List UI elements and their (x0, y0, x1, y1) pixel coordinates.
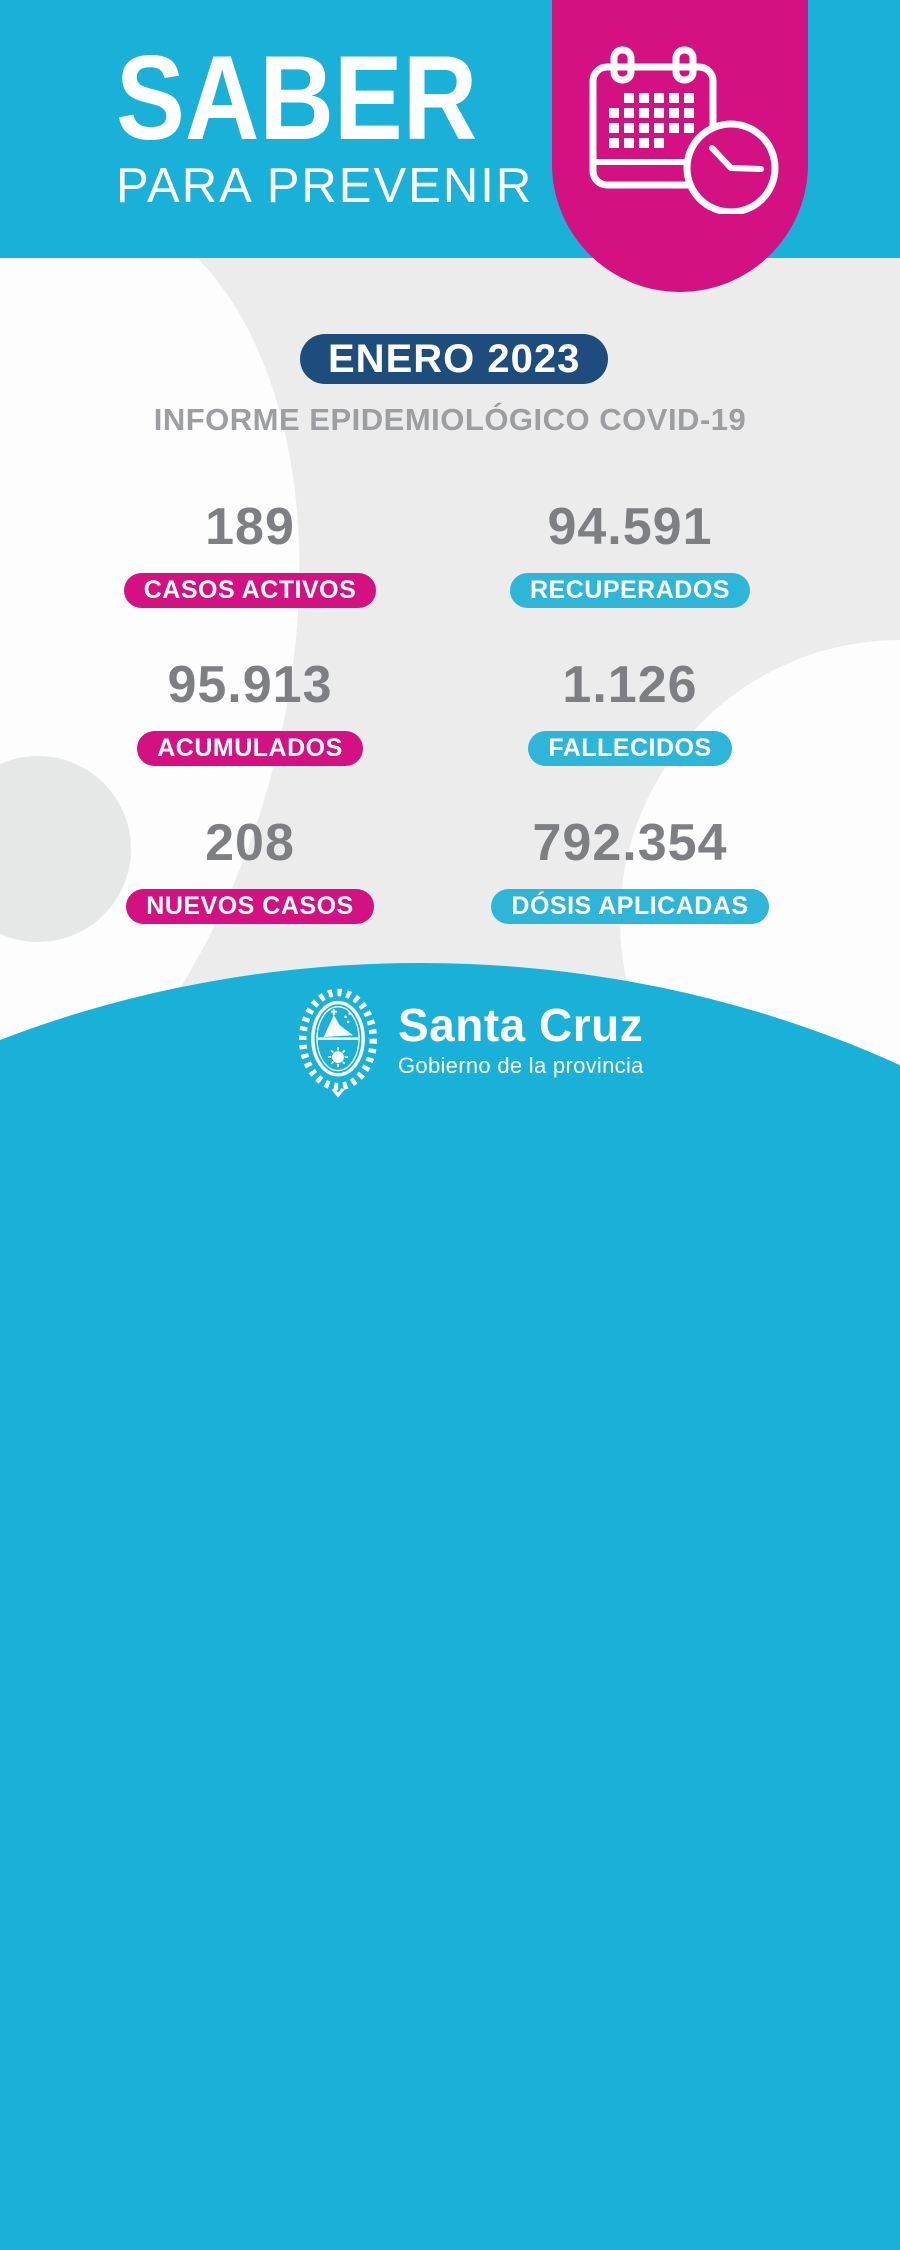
stat-dosis-aplicadas: 792.354 DÓSIS APLICADAS (440, 814, 820, 924)
org-name: Santa Cruz (398, 999, 644, 1051)
stat-acumulados: 95.913 ACUMULADOS (60, 656, 440, 766)
stat-value: 95.913 (167, 656, 333, 714)
stat-label-pill: FALLECIDOS (528, 731, 732, 766)
stat-fallecidos: 1.126 FALLECIDOS (440, 656, 820, 766)
footer-text-block: Santa Cruz Gobierno de la provincia (398, 1000, 644, 1079)
poster-title: SABER (116, 31, 478, 165)
stat-label-pill: NUEVOS CASOS (126, 889, 374, 924)
org-subtitle: Gobierno de la provincia (398, 1053, 644, 1078)
stat-label-pill: CASOS ACTIVOS (123, 573, 377, 608)
stat-value: 94.591 (547, 498, 713, 556)
calendar-tab (552, 0, 808, 292)
poster-subtitle: PARA PREVENIR (116, 159, 534, 213)
footer-curve (0, 963, 900, 2250)
report-title: INFORME EPIDEMIOLÓGICO COVID-19 (153, 402, 747, 437)
period-badge: ENERO 2023 (300, 334, 609, 384)
stat-value: 208 (205, 814, 295, 872)
stat-casos-activos: 189 CASOS ACTIVOS (60, 498, 440, 608)
stat-value: 1.126 (562, 656, 698, 714)
stat-value: 189 (205, 498, 295, 556)
stat-nuevos-casos: 208 NUEVOS CASOS (60, 814, 440, 924)
stat-recuperados: 94.591 RECUPERADOS (440, 498, 820, 608)
stat-label-pill: ACUMULADOS (137, 731, 363, 766)
stats-grid: 189 CASOS ACTIVOS 94.591 RECUPERADOS 95.… (60, 498, 820, 924)
stat-label-pill: RECUPERADOS (510, 573, 750, 608)
santa-cruz-crest-icon (296, 986, 380, 1103)
stat-label-pill: DÓSIS APLICADAS (491, 889, 769, 924)
brand-block: SABER PARA PREVENIR (116, 38, 536, 212)
stat-value: 792.354 (532, 814, 728, 872)
